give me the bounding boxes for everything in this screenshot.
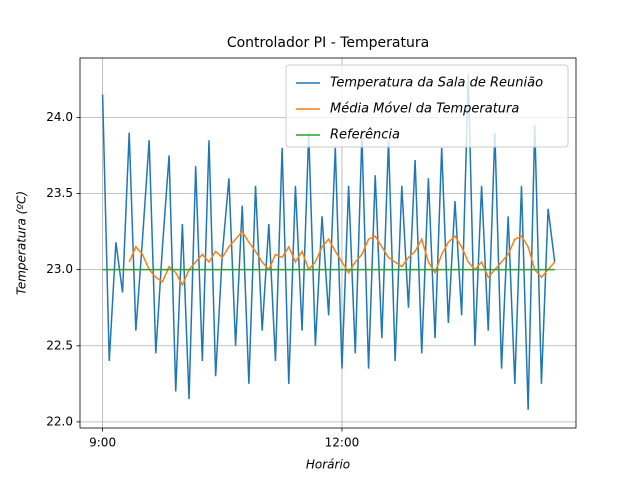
data-line (101, 74, 556, 410)
y-axis-label: Temperatura (ºC) (15, 191, 29, 295)
legend-label: Média Móvel da Temperatura (330, 102, 519, 117)
y-tick-label: 24.0 (46, 110, 73, 124)
y-tick-label: 22.5 (46, 338, 73, 352)
y-tick-label: 22.0 (46, 414, 73, 428)
x-tick-label: 9:00 (89, 436, 116, 450)
legend-label: Temperatura da Sala de Reunião (330, 76, 543, 91)
chart-title: Controlador PI - Temperatura (227, 35, 429, 51)
y-tick-label: 23.0 (46, 262, 73, 276)
data-line (128, 230, 556, 287)
legend: Temperatura da Sala de Reunião Média Móve… (285, 64, 569, 148)
x-tick-label: 12:00 (325, 436, 360, 450)
y-tick-label: 23.5 (46, 186, 73, 200)
legend-label: Referência (330, 128, 400, 143)
plot-frame (79, 57, 577, 429)
legend-box (285, 64, 569, 148)
x-axis-label: Horário (306, 458, 350, 472)
